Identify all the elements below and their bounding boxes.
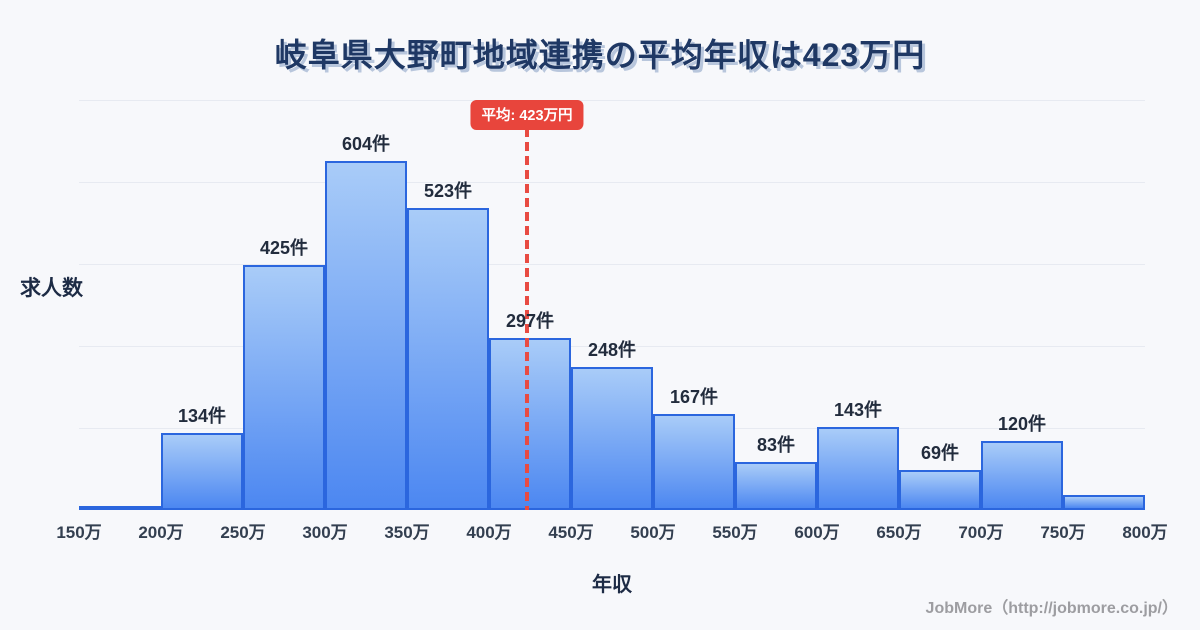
histogram-bar bbox=[571, 367, 653, 510]
x-tick-label: 350万 bbox=[384, 523, 430, 542]
x-tick-label: 300万 bbox=[302, 523, 348, 542]
bar-value-label: 604件 bbox=[341, 134, 391, 154]
gridline bbox=[79, 100, 1145, 101]
histogram-bar bbox=[817, 427, 899, 510]
bar-value-label: 120件 bbox=[997, 414, 1047, 434]
x-tick-label: 800万 bbox=[1122, 523, 1168, 542]
bar-value-label: 69件 bbox=[920, 443, 960, 463]
average-line bbox=[525, 128, 529, 510]
x-tick-label: 400万 bbox=[466, 523, 512, 542]
bar-value-label: 425件 bbox=[259, 238, 309, 258]
histogram-bar bbox=[653, 414, 735, 510]
x-tick-label: 550万 bbox=[712, 523, 758, 542]
x-tick-label: 600万 bbox=[794, 523, 840, 542]
bar-value-label: 523件 bbox=[423, 181, 473, 201]
footer-credit: JobMore（http://jobmore.co.jp/） bbox=[925, 600, 1178, 617]
bar-value-label: 297件 bbox=[505, 311, 555, 331]
histogram-bar bbox=[489, 338, 571, 510]
x-tick-label: 200万 bbox=[138, 523, 184, 542]
x-tick-label: 150万 bbox=[56, 523, 102, 542]
gridline bbox=[79, 264, 1145, 265]
x-tick-label: 500万 bbox=[630, 523, 676, 542]
histogram-bar bbox=[79, 506, 161, 510]
gridline bbox=[79, 182, 1145, 183]
histogram-plot: 平均: 423万円 134件 425件 604件 523件 297件 248件 167件 83… bbox=[56, 100, 1168, 542]
x-axis-label: 年収 bbox=[592, 574, 632, 596]
x-tick-label: 450万 bbox=[548, 523, 594, 542]
histogram-bar bbox=[899, 470, 981, 510]
bar-value-label: 134件 bbox=[177, 406, 227, 426]
gridline bbox=[79, 346, 1145, 347]
x-tick-label: 250万 bbox=[220, 523, 266, 542]
y-axis-label: 求人数 bbox=[20, 277, 83, 300]
histogram-bar bbox=[243, 265, 325, 510]
bar-value-label: 167件 bbox=[669, 387, 719, 407]
bar-value-label: 248件 bbox=[587, 340, 637, 360]
x-tick-label: 750万 bbox=[1040, 523, 1086, 542]
x-tick-label: 650万 bbox=[876, 523, 922, 542]
average-badge: 平均: 423万円 bbox=[470, 100, 584, 130]
bar-value-label: 143件 bbox=[833, 400, 883, 420]
page-title: 岐阜県大野町地域連携の平均年収は423万円 bbox=[274, 37, 926, 73]
x-tick-label: 700万 bbox=[958, 523, 1004, 542]
histogram-bar bbox=[981, 441, 1063, 510]
histogram-bar bbox=[1063, 495, 1145, 510]
histogram-bar bbox=[161, 433, 243, 510]
histogram-bar bbox=[325, 161, 407, 510]
bar-value-label: 83件 bbox=[756, 435, 796, 455]
histogram-bar bbox=[735, 462, 817, 510]
histogram-bar bbox=[407, 208, 489, 510]
